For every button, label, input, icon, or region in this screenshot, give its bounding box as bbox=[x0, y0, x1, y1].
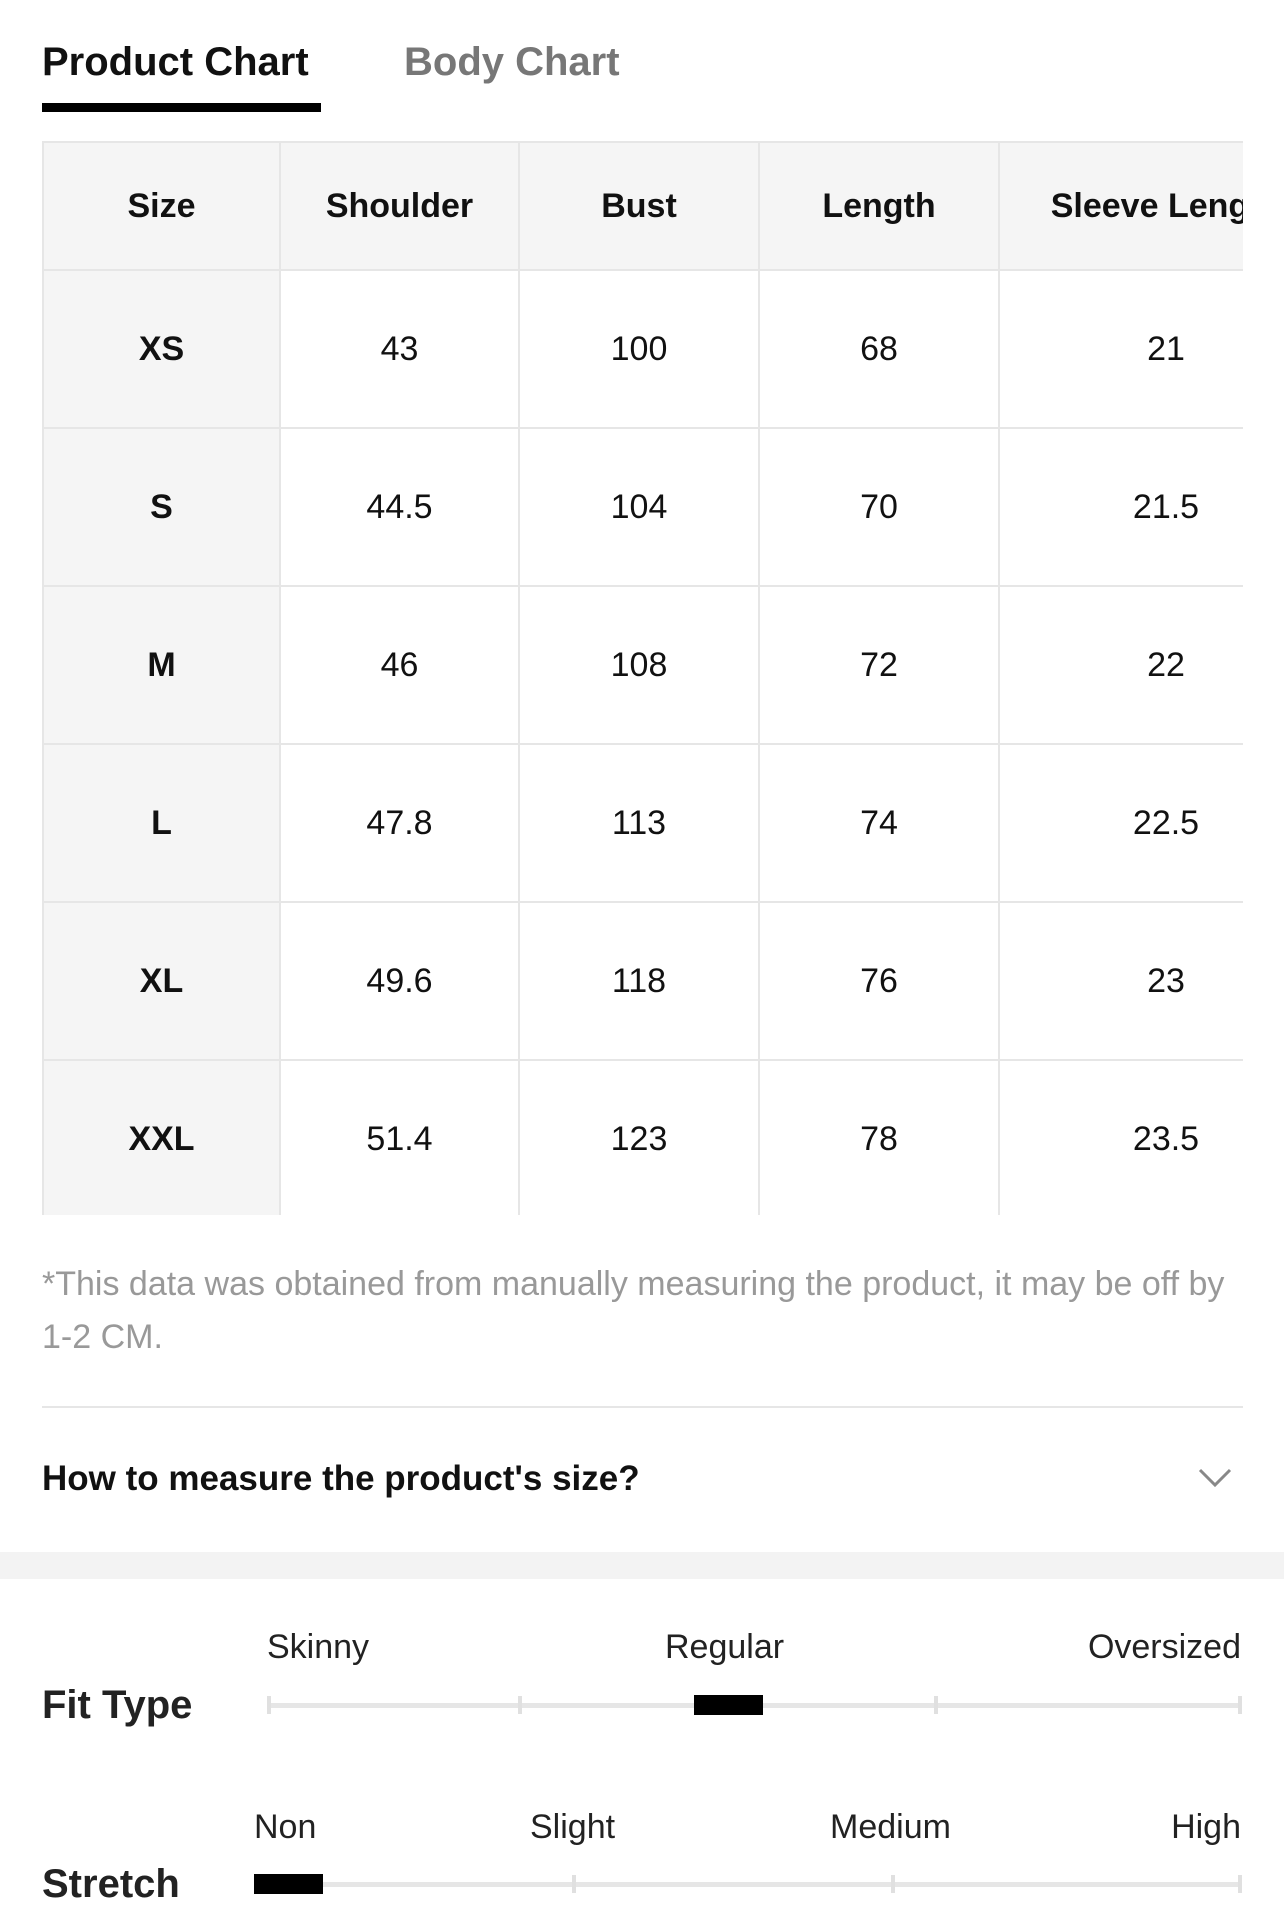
tick bbox=[891, 1875, 895, 1893]
tick bbox=[934, 1696, 938, 1714]
tab-underline bbox=[42, 103, 321, 112]
size-cell: S bbox=[42, 427, 281, 587]
value-cell: 49.6 bbox=[279, 901, 520, 1061]
value-cell: 22.5 bbox=[998, 743, 1243, 903]
value-cell: 21.5 bbox=[998, 427, 1243, 587]
value-cell: 70 bbox=[758, 427, 1000, 587]
value-cell: 23 bbox=[998, 901, 1243, 1061]
fit-indicator bbox=[694, 1695, 763, 1715]
stretch-option: High bbox=[1171, 1808, 1241, 1846]
value-cell: 47.8 bbox=[279, 743, 520, 903]
stretch-option: Non bbox=[254, 1808, 317, 1846]
size-cell: XXL bbox=[42, 1059, 281, 1215]
value-cell: 104 bbox=[518, 427, 760, 587]
header-cell: Shoulder bbox=[279, 141, 520, 271]
fit-option: Regular bbox=[665, 1628, 785, 1666]
chevron[interactable] bbox=[1198, 1466, 1232, 1490]
section-gap bbox=[0, 1552, 1284, 1579]
note: *This data was obtained from manually me… bbox=[42, 1265, 1225, 1356]
value-cell: 43 bbox=[279, 269, 520, 429]
stretch-option: Medium bbox=[830, 1808, 951, 1846]
stretch-track bbox=[254, 1882, 1241, 1887]
fit-type-label: Fit Type bbox=[42, 1683, 193, 1727]
size-cell: XL bbox=[42, 901, 281, 1061]
stretch-option: Slight bbox=[530, 1808, 616, 1846]
value-cell: 72 bbox=[758, 585, 1000, 745]
table-row: XS 43 100 68 21 bbox=[42, 269, 1243, 429]
table-row: S 44.5 104 70 21.5 bbox=[42, 427, 1243, 587]
table-row: L 47.8 113 74 22.5 bbox=[42, 743, 1243, 903]
value-cell: 74 bbox=[758, 743, 1000, 903]
tick bbox=[267, 1696, 271, 1714]
fit-option: Oversized bbox=[1087, 1628, 1241, 1666]
table-row: XXL 51.4 123 78 23.5 bbox=[42, 1059, 1243, 1215]
fit-option: Skinny bbox=[267, 1628, 370, 1666]
size-cell: XS bbox=[42, 269, 281, 429]
stretch-indicator bbox=[254, 1874, 323, 1894]
value-cell: 100 bbox=[518, 269, 760, 429]
value-cell: 68 bbox=[758, 269, 1000, 429]
header-cell: Sleeve Length bbox=[998, 141, 1243, 271]
value-cell: 108 bbox=[518, 585, 760, 745]
value-cell: 46 bbox=[279, 585, 520, 745]
tab-body[interactable]: Body Chart bbox=[404, 40, 620, 84]
divider bbox=[42, 1406, 1243, 1408]
tick bbox=[1238, 1696, 1242, 1714]
header-cell: Bust bbox=[518, 141, 760, 271]
header-cell: Size bbox=[42, 141, 281, 271]
tick bbox=[1238, 1875, 1242, 1893]
tick bbox=[518, 1696, 522, 1714]
value-cell: 21 bbox=[998, 269, 1243, 429]
tab-product[interactable]: Product Chart bbox=[42, 40, 309, 84]
accordion-title[interactable]: How to measure the product's size? bbox=[42, 1459, 640, 1498]
value-cell: 76 bbox=[758, 901, 1000, 1061]
tick bbox=[572, 1875, 576, 1893]
stretch-label: Stretch bbox=[42, 1862, 180, 1906]
table-row: XL 49.6 118 76 23 bbox=[42, 901, 1243, 1061]
value-cell: 44.5 bbox=[279, 427, 520, 587]
value-cell: 23.5 bbox=[998, 1059, 1243, 1215]
value-cell: 51.4 bbox=[279, 1059, 520, 1215]
header-cell: Length bbox=[758, 141, 1000, 271]
value-cell: 118 bbox=[518, 901, 760, 1061]
value-cell: 123 bbox=[518, 1059, 760, 1215]
value-cell: 22 bbox=[998, 585, 1243, 745]
size-cell: M bbox=[42, 585, 281, 745]
table-row: M 46 108 72 22 bbox=[42, 585, 1243, 745]
size-cell: L bbox=[42, 743, 281, 903]
value-cell: 113 bbox=[518, 743, 760, 903]
value-cell: 78 bbox=[758, 1059, 1000, 1215]
